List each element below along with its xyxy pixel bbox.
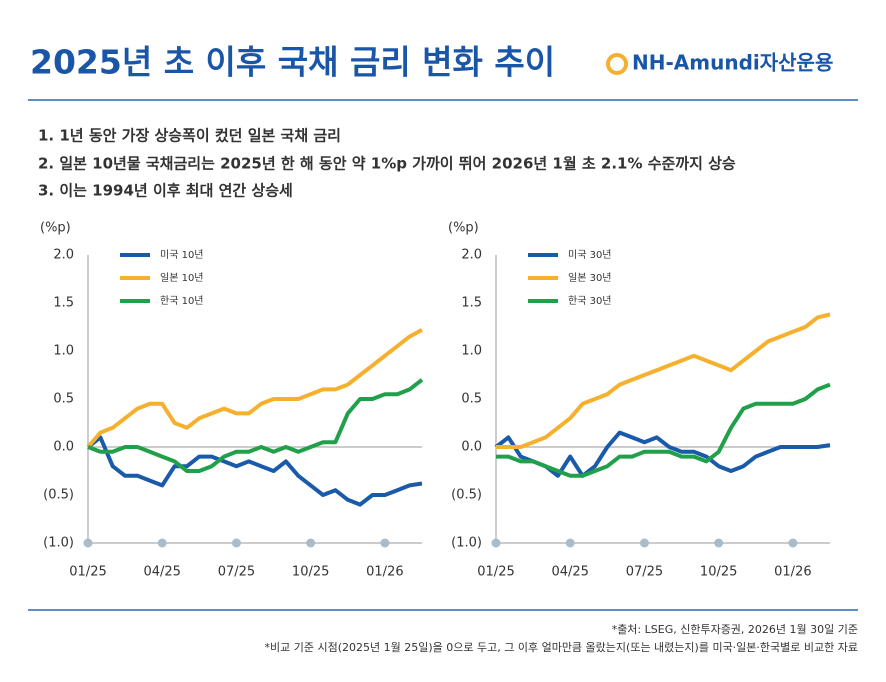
- legend-label: 미국 10년: [160, 249, 204, 261]
- x-tick-label: 07/25: [218, 565, 255, 580]
- y-tick-label: (0.5): [43, 488, 74, 503]
- legend-label: 한국 10년: [160, 295, 204, 307]
- x-tick-dot: [306, 538, 316, 548]
- x-tick-label: 04/25: [143, 565, 180, 580]
- x-tick-dot: [565, 538, 575, 548]
- x-tick-dot: [231, 538, 241, 548]
- y-tick-label: 0.5: [461, 392, 482, 407]
- series-line: [87, 378, 424, 473]
- y-unit: (%p): [448, 221, 479, 236]
- title: 2025년 초 이후 국채 금리 변화 추이: [30, 43, 555, 82]
- x-tick-label: 04/25: [551, 565, 588, 580]
- y-tick-label: 1.5: [461, 296, 482, 311]
- series-line: [86, 328, 423, 449]
- x-tick-dot: [639, 538, 649, 548]
- y-tick-label: (1.0): [43, 536, 74, 551]
- x-tick-dot: [380, 538, 390, 548]
- legend-label: 한국 30년: [568, 295, 612, 307]
- legend-label: 일본 30년: [568, 272, 612, 284]
- y-tick-label: 0.0: [53, 440, 74, 455]
- y-tick-label: 0.5: [53, 392, 74, 407]
- y-tick-label: (1.0): [451, 536, 482, 551]
- x-tick-label: 01/25: [69, 565, 106, 580]
- logo-icon: [606, 53, 628, 75]
- x-tick-label: 10/25: [700, 565, 737, 580]
- x-tick-dot: [788, 538, 798, 548]
- y-tick-label: 2.0: [53, 248, 74, 263]
- x-tick-label: 10/25: [292, 565, 329, 580]
- point: 3. 이는 1994년 이후 최대 연간 상승세: [38, 182, 293, 200]
- logo: NH-Amundi자산운용: [632, 51, 833, 75]
- x-tick-label: 01/26: [774, 565, 811, 580]
- y-tick-label: 1.0: [461, 344, 482, 359]
- x-tick-label: 07/25: [626, 565, 663, 580]
- series-line: [496, 382, 831, 478]
- y-tick-label: 1.5: [53, 296, 74, 311]
- y-tick-label: (0.5): [451, 488, 482, 503]
- y-tick-label: 0.0: [461, 440, 482, 455]
- legend-label: 일본 10년: [160, 272, 204, 284]
- note: *비교 기준 시점(2025년 1월 25일)을 0으로 두고, 그 이후 얼마…: [265, 640, 859, 654]
- note: *출처: LSEG, 신한투자증권, 2026년 1월 30일 기준: [612, 622, 858, 636]
- x-tick-dot: [83, 538, 93, 548]
- x-tick-label: 01/25: [477, 565, 514, 580]
- point: 1. 1년 동안 가장 상승폭이 컸던 일본 국채 금리: [38, 127, 341, 145]
- x-tick-dot: [714, 538, 724, 548]
- x-tick-label: 01/26: [366, 565, 403, 580]
- series-line: [496, 312, 831, 449]
- point: 2. 일본 10년물 국채금리는 2025년 한 해 동안 약 1%p 가까이 …: [38, 155, 736, 173]
- y-tick-label: 2.0: [461, 248, 482, 263]
- y-unit: (%p): [40, 221, 71, 236]
- x-tick-dot: [157, 538, 167, 548]
- legend-label: 미국 30년: [568, 249, 612, 261]
- y-tick-label: 1.0: [53, 344, 74, 359]
- series-line: [86, 435, 423, 507]
- series-line: [494, 430, 831, 478]
- x-tick-dot: [491, 538, 501, 548]
